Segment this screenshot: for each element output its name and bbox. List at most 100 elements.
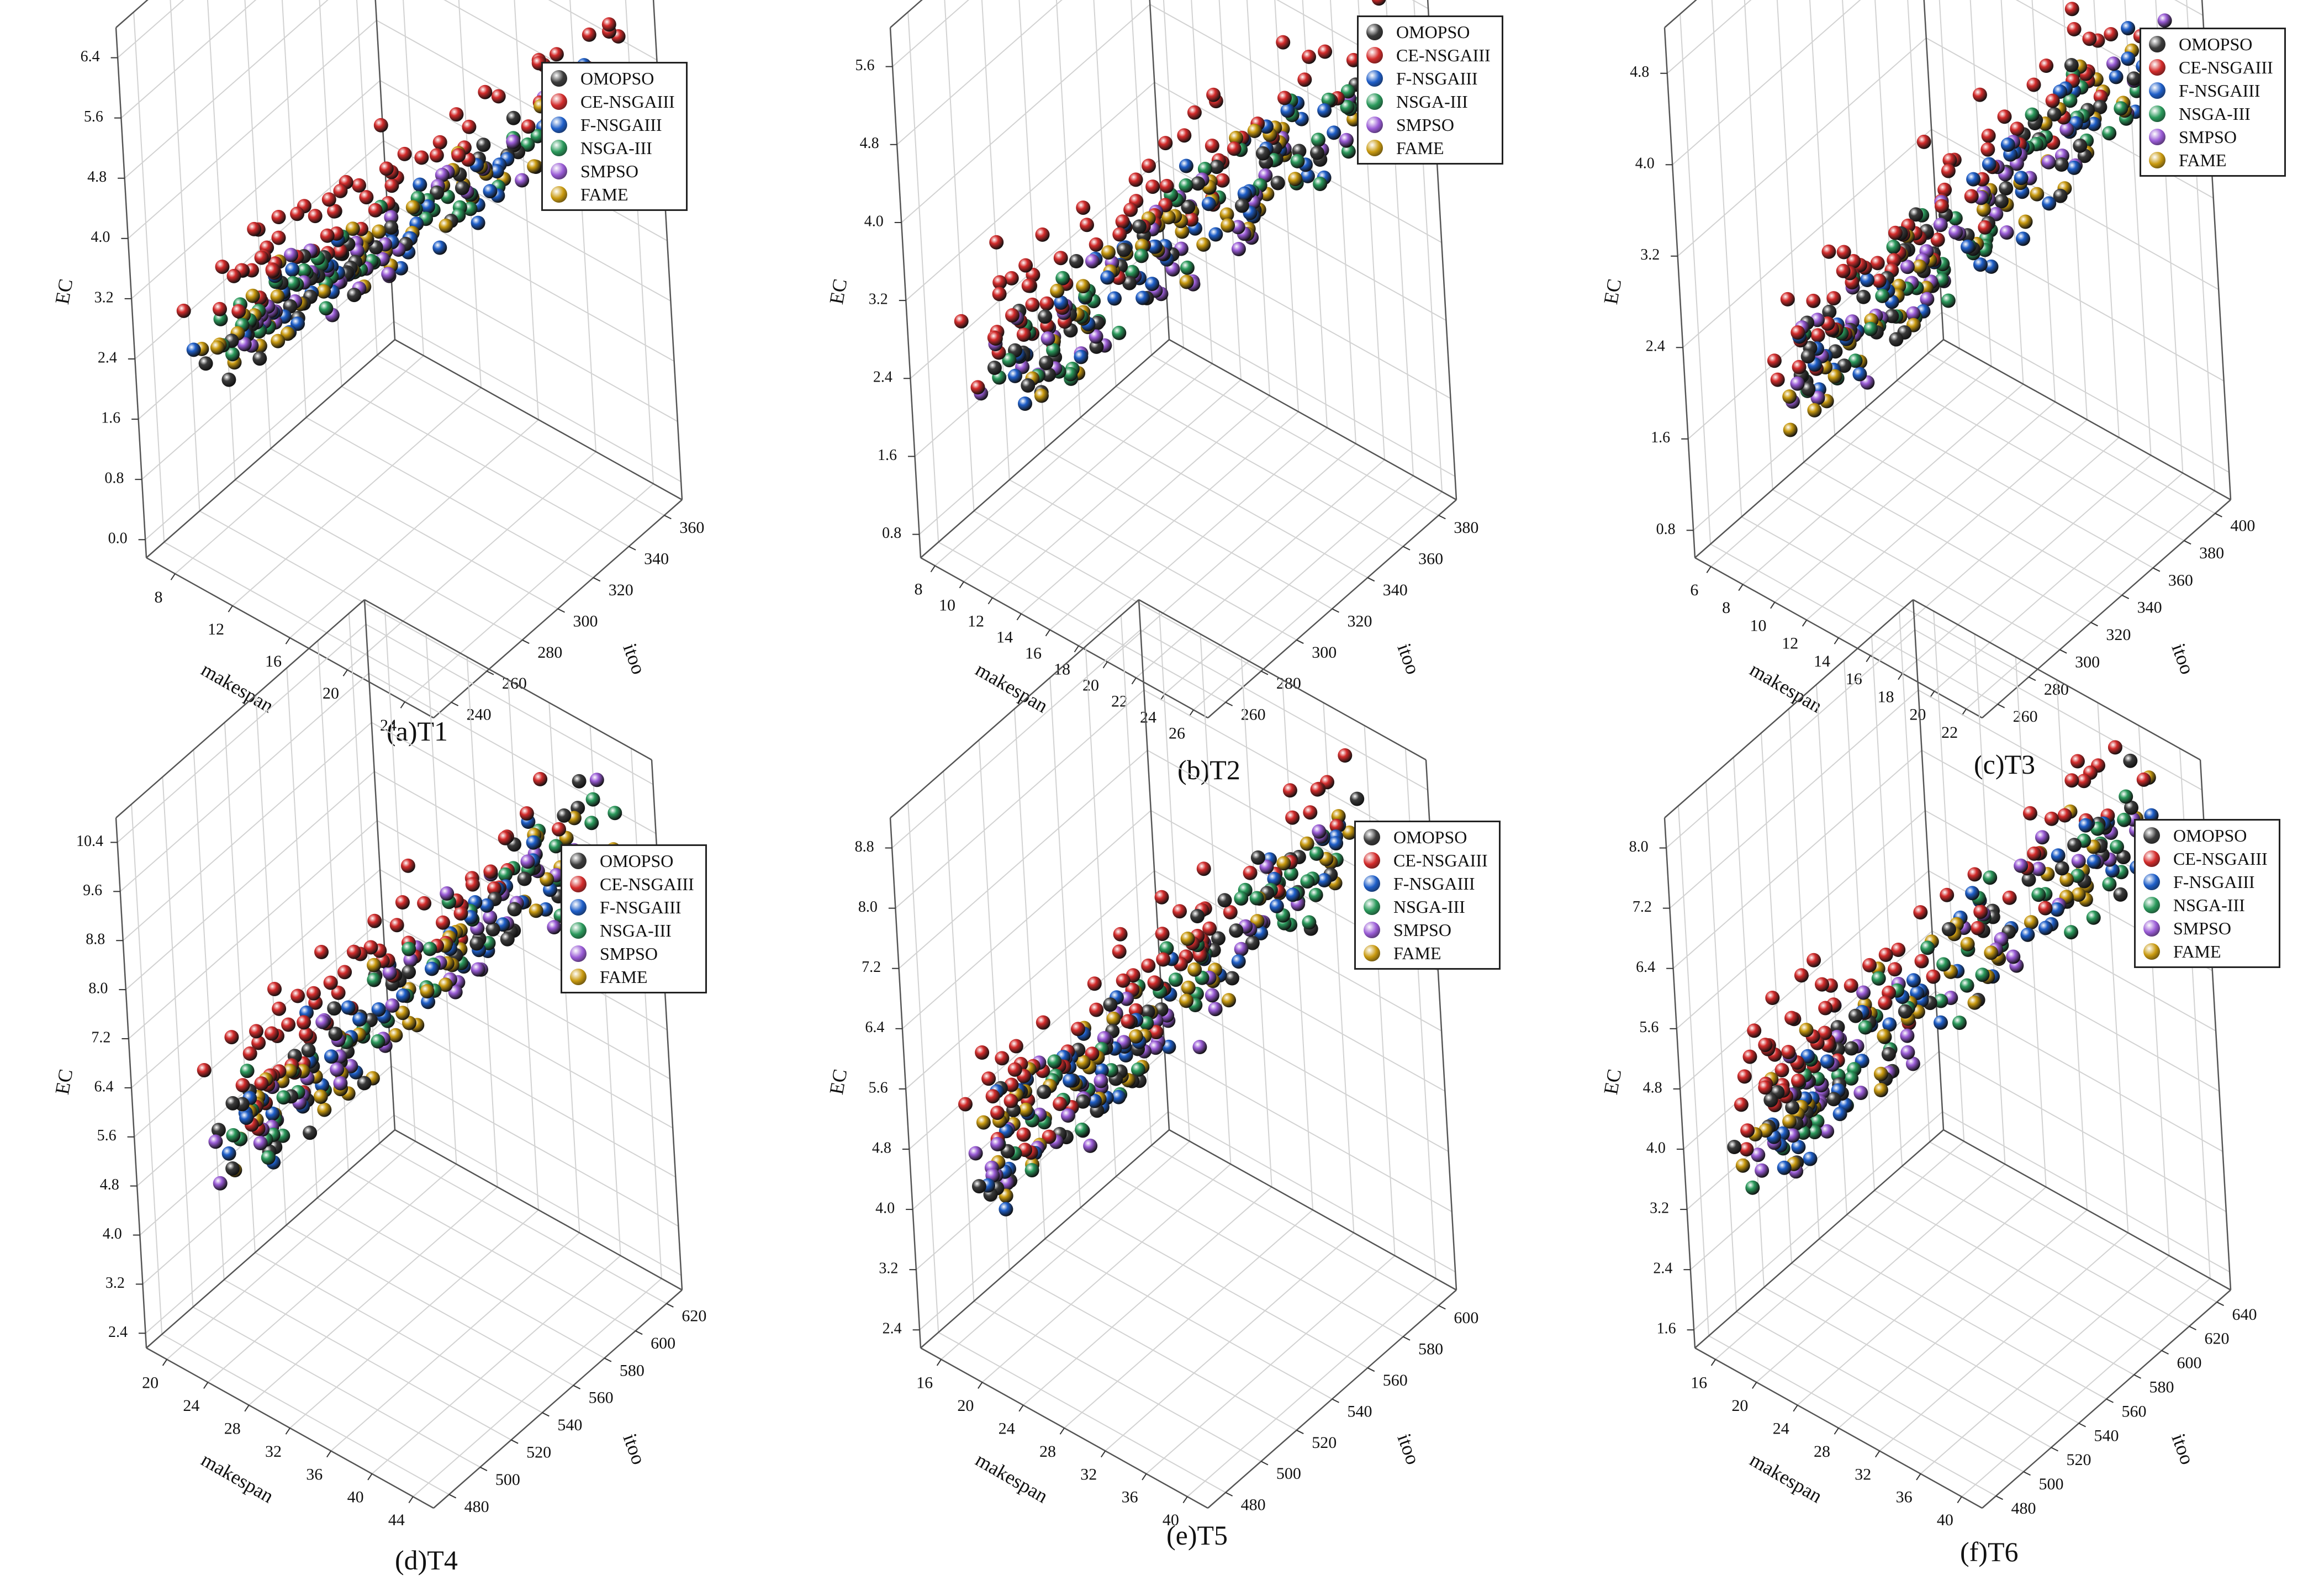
point-omopso [1122,276,1137,290]
point-ce-nsgaiii [2067,22,2082,36]
point-nsga-iii [1309,846,1324,861]
point-nsga-iii [1125,265,1140,279]
point-smpso [213,1176,228,1191]
point-fame [1229,130,1244,145]
point-smpso [471,962,485,977]
point-nsga-iii [2117,812,2132,827]
legend-marker-icon [570,922,587,939]
floor-grid-line [341,385,630,547]
tick-mark [1916,1473,1921,1480]
point-smpso [403,953,418,967]
point-nsga-iii [2063,93,2078,108]
tick-mark [1367,577,1375,582]
back-wall-grid-line [1942,1111,2230,1273]
point-ce-nsgaiii [1172,904,1187,919]
y-tick-label: 540 [557,1416,582,1434]
side-wall-grid-line [892,0,969,67]
side-wall-grid-line [1816,684,1847,1215]
tick-mark [1260,1461,1269,1466]
legend-label: CE-NSGAIII [1393,850,1488,870]
legend-marker-icon [2143,850,2160,867]
point-smpso [1148,1040,1163,1055]
axis-edge [1943,1129,2231,1291]
y-tick-label: 500 [495,1471,520,1489]
point-smpso [1231,242,1246,256]
legend-marker-icon [1366,47,1383,64]
point-ce-nsgaiii [1310,782,1325,797]
side-wall-grid-line [1131,0,1152,356]
point-f-nsgaiii [1982,157,1996,172]
point-smpso [384,210,399,225]
point-f-nsgaiii [1100,270,1115,285]
point-nsga-iii [1871,971,1886,986]
point-f-nsgaiii [2087,854,2101,869]
point-ce-nsgaiii [1770,372,1785,387]
x-tick-label: 44 [388,1511,405,1529]
chart-t5: 16 20 24 28 32 36 40 480 500 520 540 560 580 600 2.4 3.… [825,599,1478,1529]
point-omopso [2053,188,2068,203]
point-ce-nsgaiii [1888,962,1902,977]
y-tick-label: 300 [1312,643,1337,662]
side-wall-grid-line [1666,629,1915,849]
axis-edge [1664,599,1914,818]
legend-item: CE-NSGAIII [551,90,675,113]
point-fame [1288,172,1303,187]
point-f-nsgaiii [421,199,435,214]
z-tick-label: 4.8 [87,168,107,186]
point-ce-nsgaiii [242,1046,257,1061]
point-f-nsgaiii [396,988,411,1003]
point-ce-nsgaiii [1790,325,1805,340]
point-f-nsgaiii [239,1111,254,1125]
point-ce-nsgaiii [1071,1022,1085,1037]
z-tick-label: 6.4 [94,1078,114,1095]
point-omopso [2073,138,2088,153]
floor-grid-line [1874,1189,2162,1351]
z-tick-label: 3.2 [879,1260,898,1277]
tick-mark [1706,566,1712,573]
point-f-nsgaiii [1231,954,1246,969]
point-f-nsgaiii [432,240,447,255]
point-ce-nsgaiii [306,986,321,1001]
chart-t6: 16 20 24 28 32 36 40 48050052054056058060062064… [1599,599,2257,1529]
floor-grid-line [973,1300,1261,1462]
axis-edge [920,557,1208,719]
x-tick-label: 16 [1691,1374,1707,1392]
point-omopso [1889,332,1904,347]
point-omopso [1190,909,1205,923]
legend-item: OMOPSO [1366,20,1491,44]
z-tick-label: 2.4 [1646,338,1665,355]
panel-t6: 16 20 24 28 32 36 40 480 500 520 540 560 580 600 620 64… [1549,599,2323,1580]
point-f-nsgaiii [1832,1107,1847,1122]
point-ce-nsgaiii [320,228,335,243]
x-tick-label: 16 [265,652,282,670]
legend-item: OMOPSO [2143,824,2268,847]
point-omopso [2054,861,2069,876]
axis-edge [1138,599,1427,761]
tick-labels: 20 24 28 32 36 40 44 480 500 520 540 560 580 600 620 2.… [76,833,706,1529]
point-smpso [333,1076,348,1091]
tick-mark [1770,602,1776,609]
point-ce-nsgaiii [2070,754,2085,769]
side-wall-grid-line [1085,646,1117,1177]
point-ce-nsgaiii [1964,189,1979,204]
tick-mark [1296,639,1304,644]
y-axis-label: itoo [2167,641,2199,677]
point-ce-nsgaiii [2045,93,2060,108]
legend-marker-icon [2143,943,2160,960]
axis-edge [433,1289,683,1509]
caption-t6: (f)T6 [1960,1536,2019,1567]
point-ce-nsgaiii [1792,359,1807,374]
floor-grid-line [1934,472,2183,692]
point-ce-nsgaiii [1914,954,1929,969]
point-ce-nsgaiii [213,302,227,316]
z-tick-label: 5.6 [1639,1019,1659,1036]
floor-grid-line [207,1164,457,1383]
side-wall-grid-line [1693,1111,1943,1331]
tick-mark [1074,645,1079,653]
tick-mark [367,1473,373,1480]
point-ce-nsgaiii [1844,978,1858,993]
back-wall-grid-line [1939,1051,2227,1213]
legend-marker-icon [2149,105,2165,122]
y-tick-label: 520 [1312,1434,1337,1452]
floor-grid-line [1929,1141,2217,1303]
